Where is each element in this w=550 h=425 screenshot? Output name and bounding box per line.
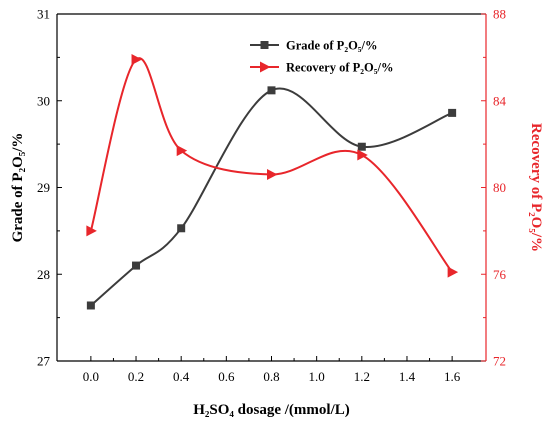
x-tick-label: 1.4 [399, 369, 416, 384]
legend: Grade of P₂O₅/% Recovery of P₂O₅/% [250, 39, 393, 75]
left-y-tick-label: 29 [37, 180, 50, 195]
x-tick-label: 1.6 [444, 369, 461, 384]
recovery-point [131, 54, 143, 66]
left-y-tick-label: 27 [37, 354, 51, 369]
right-y-axis-title: Recovery of P₂O₅/% [528, 123, 544, 252]
recovery-point [357, 149, 368, 161]
x-tick-label: 0.2 [128, 369, 144, 384]
grade-point [448, 108, 457, 117]
legend-label-1: Grade of P₂O₅/% [286, 39, 378, 53]
series-line-2 [89, 57, 453, 273]
recovery-point [86, 225, 97, 237]
right-y-tick-label: 80 [493, 180, 506, 195]
grade-point [267, 86, 276, 95]
recovery-point [267, 168, 278, 180]
right-y-tick-label: 84 [493, 93, 507, 108]
legend-label-2: Recovery of P₂O₅/% [286, 61, 393, 75]
x-tick-label: 0.4 [173, 369, 190, 384]
x-tick-label: 0.8 [263, 369, 279, 384]
recovery-point [447, 266, 459, 278]
left-y-tick-label: 30 [37, 93, 50, 108]
left-y-tick-label: 31 [37, 7, 50, 22]
left-y-tick-label: 28 [37, 267, 50, 282]
series-line-1 [90, 87, 453, 307]
series-layer [86, 54, 459, 310]
right-y-tick-label: 72 [493, 354, 506, 369]
x-tick-label: 1.2 [354, 369, 370, 384]
grade-point [177, 224, 186, 233]
grade-point [86, 301, 95, 310]
right-y-tick-label: 88 [493, 7, 506, 22]
grade-point [132, 261, 141, 270]
right-y-tick-label: 76 [493, 267, 507, 282]
legend-marker-grade [260, 41, 269, 49]
x-tick-label: 0.0 [83, 369, 99, 384]
x-tick-label: 1.0 [309, 369, 325, 384]
legend-marker-recovery [260, 61, 271, 73]
x-axis-title: H₂SO₄ dosage /(mmol/L) [193, 402, 350, 418]
left-y-axis-title: Grade of P₂O₅/% [10, 133, 26, 243]
grade-point [357, 142, 366, 151]
recovery-point [176, 145, 188, 157]
x-tick-label: 0.6 [218, 369, 235, 384]
axes: 0.0 0.2 0.4 0.6 0.8 1.0 1.2 1.4 1.6 27 28 29 30 31 72 7… [37, 7, 507, 385]
